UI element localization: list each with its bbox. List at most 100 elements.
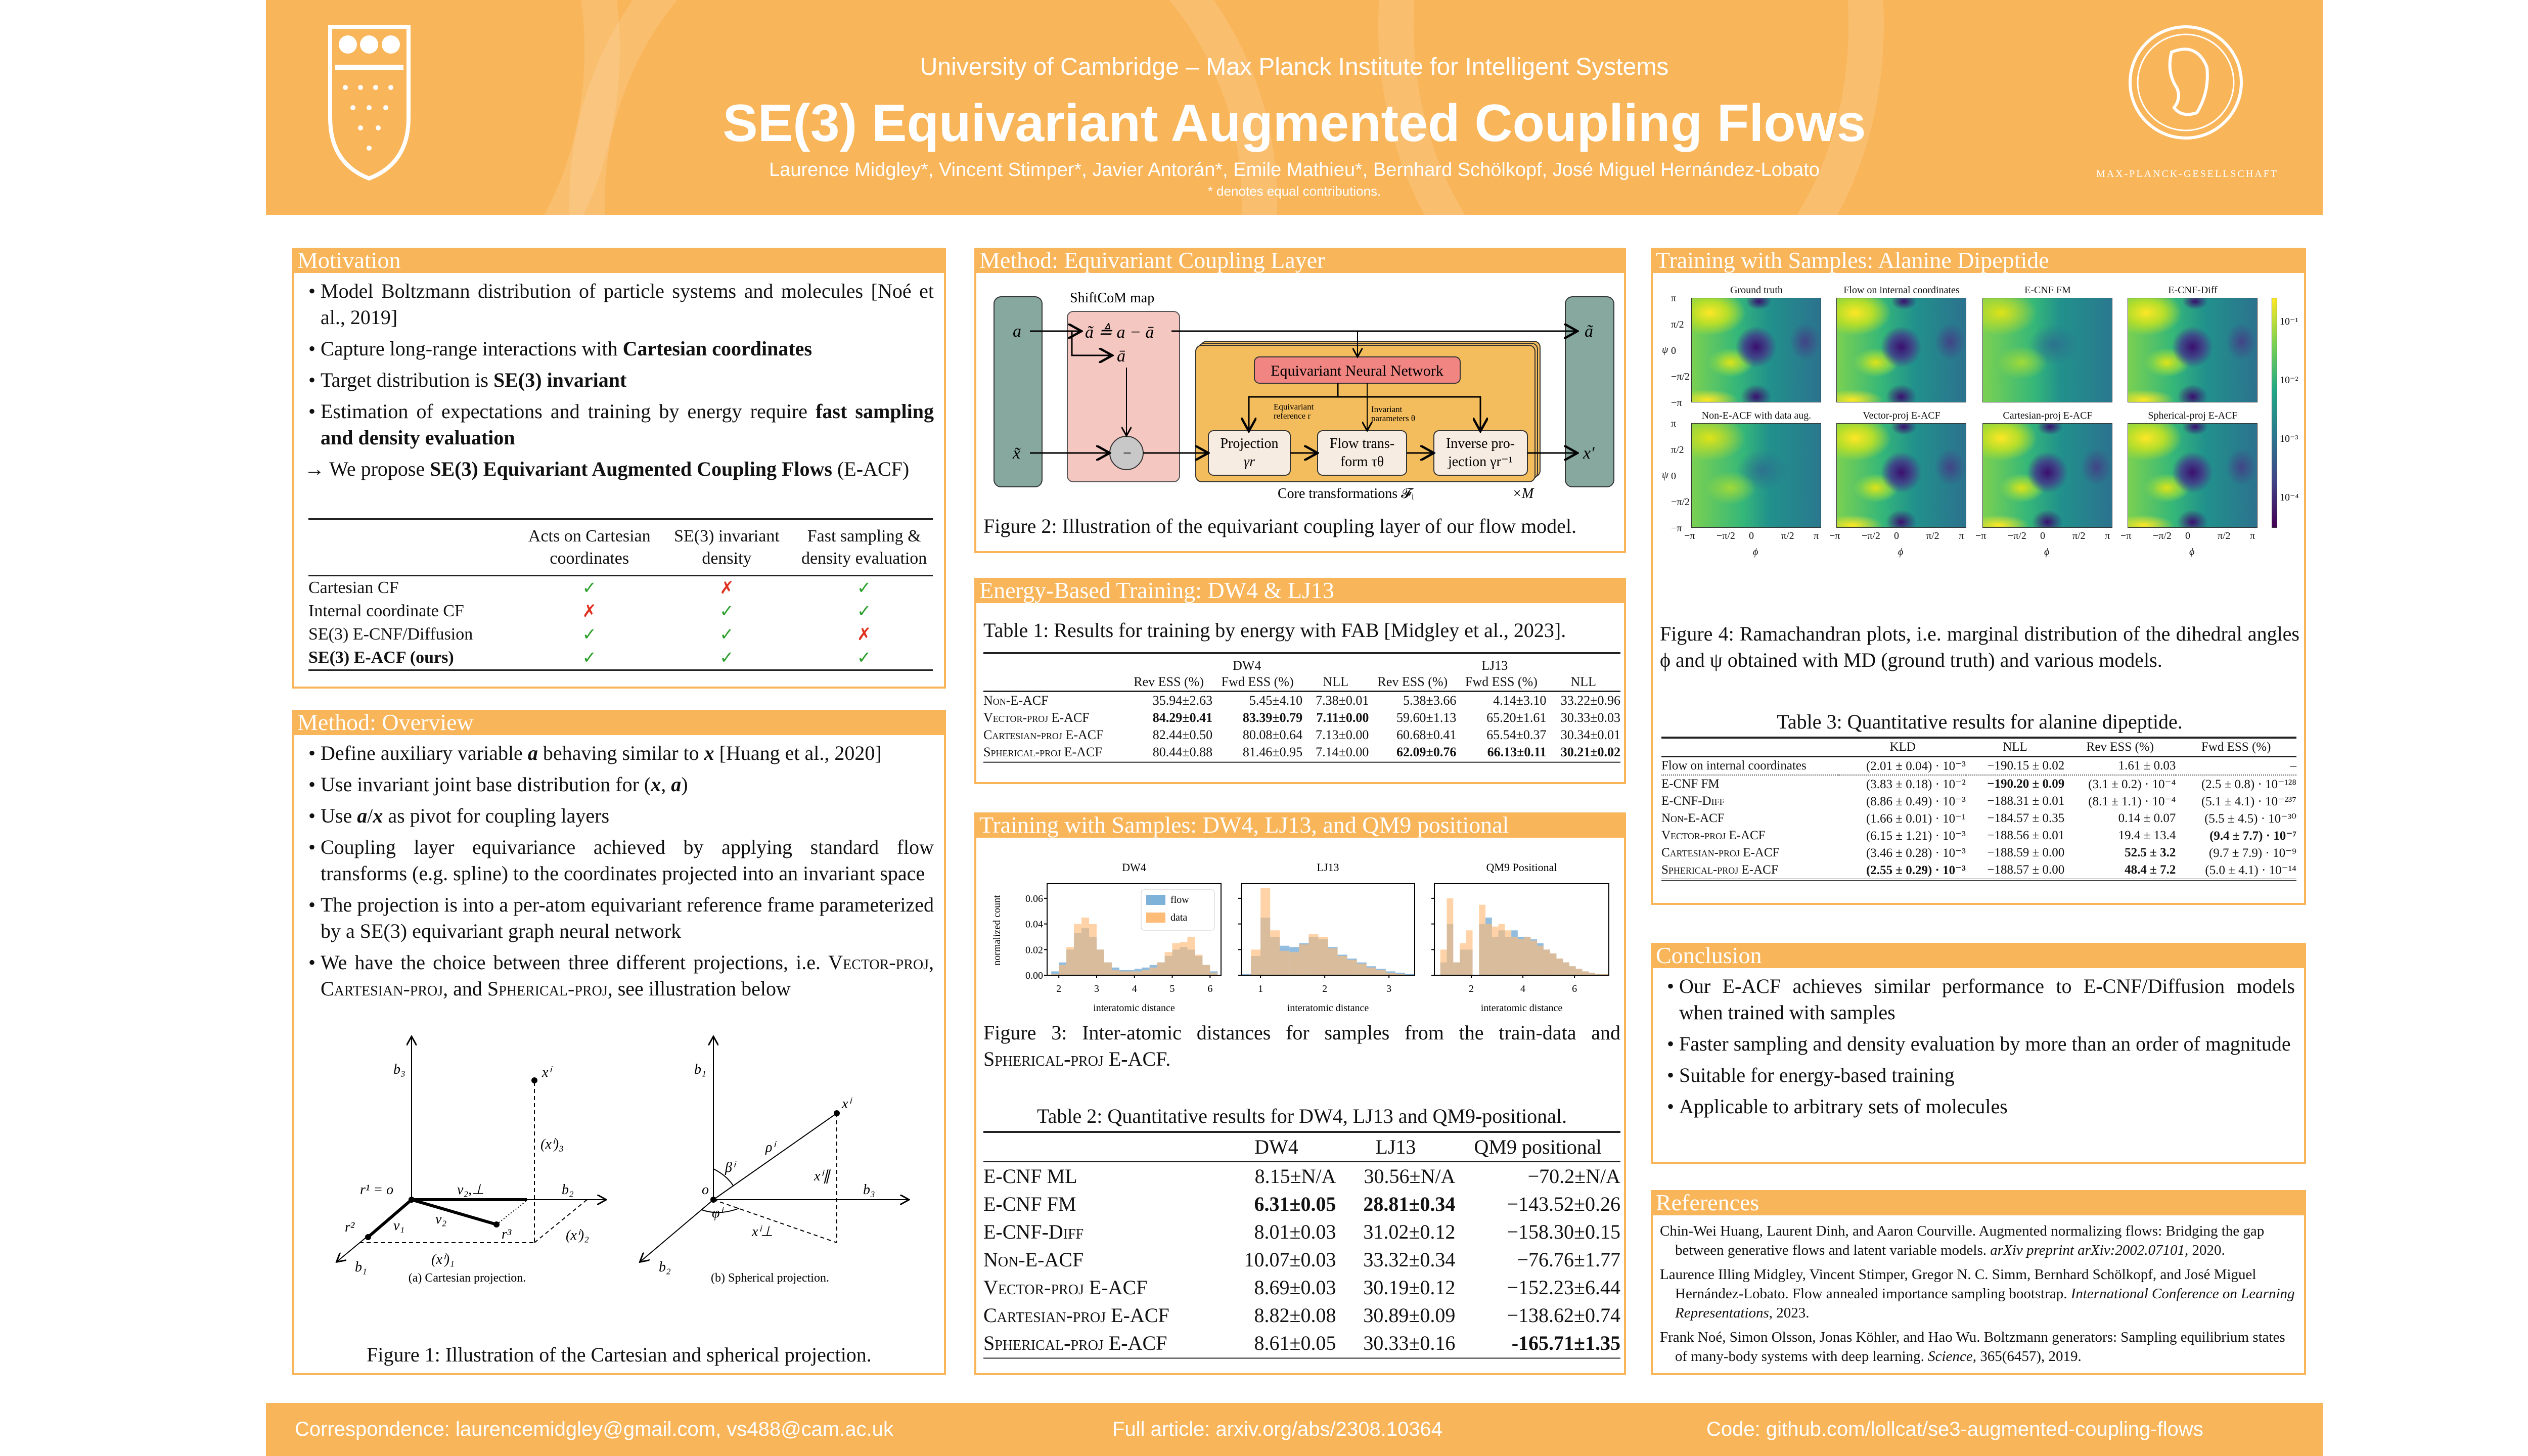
column-header: NLL	[2003, 740, 2027, 754]
x-tick-label: −π	[2120, 530, 2132, 541]
value-cell: (9.7 ± 7.9) · 10⁻⁹	[2208, 846, 2296, 860]
panel-title: Spherical-proj E-ACF	[2148, 410, 2238, 421]
text-run: , see illustration below	[607, 977, 791, 1000]
column-header: Acts on Cartesian coordinates	[528, 527, 651, 568]
histogram-bar-data	[1081, 917, 1090, 975]
value-cell: 8.82±0.08	[1254, 1304, 1336, 1327]
y-tick-label: π/2	[1671, 318, 1684, 330]
value-cell: 7.38±0.01	[1316, 693, 1369, 708]
code-link[interactable]: Code: github.com/lollcat/se3-augmented-c…	[1706, 1418, 2203, 1440]
ramachandran-panel	[2128, 423, 2258, 528]
value-cell: −138.62±0.74	[1507, 1304, 1620, 1327]
table-row: Non-E-ACF (1.66 ± 0.01) · 10⁻¹ −184.57 ± 0…	[1661, 810, 2296, 827]
bullet-item: Define auxiliary variable a behaving sim…	[304, 740, 934, 766]
legend-swatch-data	[1146, 913, 1165, 923]
value-cell: 7.14±0.00	[1316, 745, 1369, 759]
x-tick-label: 2	[1322, 983, 1327, 994]
table-row: E-CNF-Diff 8.01±0.03 31.02±0.12 −158.30±0.1…	[983, 1218, 1620, 1246]
table-1-energy-results: DW4 LJ13 Rev ESS (%) Fwd ESS (%) NLL Rev ESS …	[983, 652, 1620, 763]
value-cell: 30.19±0.12	[1363, 1276, 1456, 1299]
axes-frame	[1434, 883, 1609, 976]
histogram-bar-data	[1074, 924, 1082, 975]
value-cell: 8.61±0.05	[1254, 1332, 1336, 1354]
label-origin: o	[702, 1182, 709, 1198]
value-cell: (9.4 ± 7.7) · 10⁻⁷	[2209, 829, 2296, 843]
bullet-item: Model Boltzmann distribution of particle…	[304, 278, 934, 331]
ramachandran-panel	[1691, 298, 1821, 402]
text-run: Laurence Illing Midgley, Vincent Stimper…	[1660, 1266, 2256, 1302]
bullet-item: Capture long-range interactions with Car…	[304, 336, 934, 362]
table-row: Cartesian-proj E-ACF (3.46 ± 0.28) · 10⁻³…	[1661, 844, 2296, 861]
x-tick-label: 0	[1894, 530, 1899, 541]
text-run: Model Boltzmann distribution of particle…	[321, 280, 934, 329]
text-run: behaving similar to	[537, 742, 704, 764]
x-tick-label: 3	[1386, 983, 1391, 994]
bullet-item: The projection is into a per-atom equiva…	[304, 892, 934, 944]
projection-symbol: γr	[1244, 454, 1255, 470]
max-planck-logo-text: MAX-PLANCK-GESELLSCHAFT	[2096, 168, 2279, 179]
inv-param-label: Invariant	[1371, 404, 1403, 414]
mark-cell: ✓	[719, 602, 734, 621]
conclusion-bullets: Our E-ACF achieves similar performance t…	[1663, 973, 2295, 1125]
mark-cell: ✗	[856, 625, 872, 644]
label-v2perp: v₂,⊥	[457, 1182, 484, 1198]
section-title: Method: Overview	[292, 710, 946, 735]
text-run: , 365(6457), 2019.	[1972, 1348, 2082, 1364]
table-2-sample-results: DW4 LJ13 QM9 positional E-CNF ML 8.15±N/A 30.…	[983, 1131, 1620, 1359]
value-cell: 80.44±0.88	[1152, 745, 1213, 759]
column-header: Rev ESS (%)	[1377, 674, 1448, 689]
column-header	[1661, 738, 1839, 757]
histogram-bar-data	[1582, 971, 1589, 975]
text-run: Figure 3: Inter-atomic distances for sam…	[983, 1021, 1620, 1044]
label-xi3: (xⁱ)₃	[540, 1136, 564, 1152]
column-header: Fwd ESS (%)	[2201, 740, 2271, 754]
correspondence-link[interactable]: Correspondence: laurencemidgley@gmail.co…	[295, 1418, 893, 1440]
flow-transform-label: form τθ	[1340, 454, 1384, 470]
x-tick-label: 1	[1258, 983, 1263, 994]
histogram-bar-data	[1460, 943, 1466, 975]
bullet-item: Faster sampling and density evaluation b…	[1663, 1031, 2295, 1057]
value-cell: (6.15 ± 1.21) · 10⁻³	[1866, 829, 1966, 843]
label-xi: xⁱ	[541, 1065, 553, 1080]
eq-ref-label: Equivariant	[1274, 402, 1314, 412]
inv-param-label: parameters θ	[1371, 414, 1415, 423]
table-row: E-CNF ML 8.15±N/A 30.56±N/A −70.2±N/A	[983, 1162, 1620, 1191]
histogram-bar-data	[1164, 952, 1172, 975]
text-run: Coupling layer equivariance achieved by …	[321, 836, 934, 885]
colorbar-tick-label: 10⁻¹	[2280, 316, 2298, 327]
mark-cell: ✓	[719, 649, 734, 667]
value-cell: 30.56±N/A	[1364, 1165, 1456, 1188]
text-run: a	[527, 742, 538, 764]
label-v1: v₁	[393, 1218, 404, 1234]
y-tick-label: −π/2	[1671, 371, 1690, 383]
histogram-bar-data	[1376, 970, 1386, 975]
x-tick-label: 6	[1572, 983, 1577, 994]
mark-cell: ✓	[856, 579, 872, 598]
x-axis-label: ϕ	[2044, 547, 2050, 558]
x-tick-label: 5	[1170, 983, 1175, 994]
histogram-bar-data	[1195, 954, 1203, 975]
label-r2: r²	[345, 1219, 355, 1235]
y-tick-label: −π	[1671, 523, 1682, 534]
value-cell: −184.57 ± 0.35	[1987, 811, 2065, 825]
bullet-item: Use a/x as pivot for coupling layers	[304, 803, 934, 829]
text-run: SE(3) Equivariant Augmented Coupling Flo…	[430, 458, 832, 480]
x-tick-label: 4	[1132, 983, 1137, 994]
row-label: E-CNF-Diff	[983, 1220, 1084, 1243]
text-run: Spherical-proj	[487, 977, 608, 1000]
figure-4-caption: Figure 4: Ramachandran plots, i.e. margi…	[1660, 622, 2299, 671]
label-b1: b₁	[694, 1062, 706, 1077]
group-header: LJ13	[1481, 658, 1508, 673]
y-tick-label: 0	[1671, 345, 1676, 356]
value-cell: -165.71±1.35	[1511, 1332, 1620, 1354]
times-m-label: ×M	[1512, 486, 1534, 502]
conclusion-panel: Conclusion Our E-ACF achieves similar pe…	[1651, 943, 2306, 1164]
x-tick-label: π/2	[2072, 530, 2086, 541]
x-axis-label: ϕ	[1753, 547, 1758, 558]
y-tick-label: π	[1671, 293, 1677, 304]
article-link[interactable]: Full article: arxiv.org/abs/2308.10364	[1112, 1418, 1442, 1440]
label-r3: r³	[502, 1226, 512, 1242]
histogram-bar-data	[1575, 969, 1583, 975]
text-run: x	[373, 804, 383, 827]
column-header	[308, 519, 521, 576]
